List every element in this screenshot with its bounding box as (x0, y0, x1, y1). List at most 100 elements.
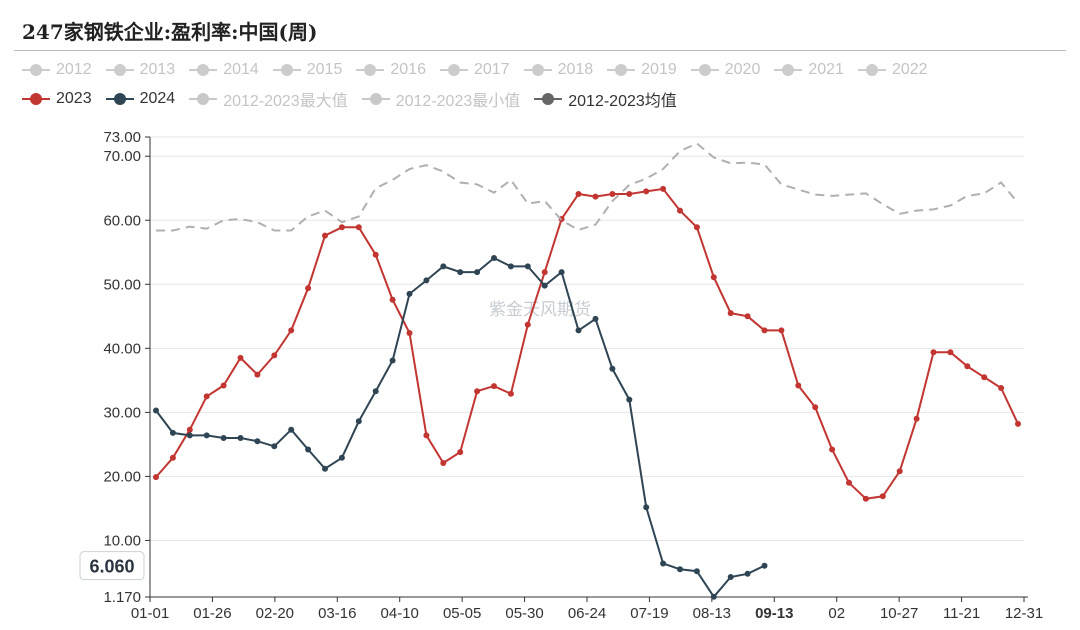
legend-item-2012[interactable]: 2012 (22, 61, 92, 79)
data-point[interactable] (491, 255, 497, 261)
data-point[interactable] (541, 269, 548, 276)
legend-item-2012-2023最大值[interactable]: 2012-2023最大值 (189, 87, 348, 111)
legend-item-2014[interactable]: 2014 (189, 61, 259, 79)
data-point[interactable] (203, 432, 210, 439)
data-point[interactable] (474, 388, 481, 395)
data-point[interactable] (693, 568, 700, 575)
data-point[interactable] (389, 296, 396, 303)
data-point[interactable] (338, 224, 345, 231)
data-point[interactable] (440, 460, 447, 466)
data-point[interactable] (626, 191, 633, 197)
data-point[interactable] (153, 407, 159, 414)
data-point[interactable] (778, 327, 785, 334)
data-point[interactable] (913, 415, 920, 422)
data-point[interactable] (524, 321, 531, 328)
data-point[interactable] (338, 454, 345, 461)
data-point[interactable] (491, 383, 497, 390)
data-point[interactable] (896, 468, 903, 475)
data-point[interactable] (186, 426, 193, 433)
data-point[interactable] (423, 432, 430, 439)
data-point[interactable] (981, 374, 988, 381)
data-point[interactable] (930, 349, 937, 356)
data-point[interactable] (355, 224, 362, 231)
data-point[interactable] (355, 418, 362, 425)
data-point[interactable] (254, 371, 261, 378)
data-point[interactable] (795, 382, 802, 389)
data-point[interactable] (727, 574, 734, 580)
data-point[interactable] (761, 562, 768, 569)
data-point[interactable] (660, 185, 667, 192)
legend-item-2016[interactable]: 2016 (356, 61, 426, 79)
data-point[interactable] (677, 207, 683, 214)
data-point[interactable] (964, 363, 971, 370)
data-point[interactable] (575, 327, 582, 334)
data-point[interactable] (237, 354, 244, 361)
legend-item-2019[interactable]: 2019 (607, 61, 677, 79)
data-point[interactable] (609, 191, 616, 197)
data-point[interactable] (372, 388, 379, 395)
data-point[interactable] (288, 327, 295, 334)
data-point[interactable] (693, 224, 700, 231)
data-point[interactable] (592, 193, 599, 200)
data-point[interactable] (322, 232, 328, 239)
data-point[interactable] (203, 393, 210, 400)
legend-item-2023[interactable]: 2023 (22, 90, 92, 108)
legend-item-2013[interactable]: 2013 (105, 61, 175, 79)
data-point[interactable] (829, 446, 836, 453)
data-point[interactable] (524, 263, 531, 270)
data-point[interactable] (643, 504, 650, 511)
legend-item-2017[interactable]: 2017 (439, 61, 510, 79)
data-point[interactable] (592, 315, 599, 322)
data-point[interactable] (372, 251, 379, 258)
data-point[interactable] (406, 290, 413, 297)
data-point[interactable] (558, 269, 565, 276)
legend-item-2018[interactable]: 2018 (523, 61, 593, 79)
data-point[interactable] (271, 443, 278, 450)
data-point[interactable] (507, 263, 514, 270)
data-point[interactable] (271, 352, 278, 359)
data-point[interactable] (254, 438, 261, 445)
data-point[interactable] (998, 385, 1005, 391)
data-point[interactable] (169, 454, 176, 461)
legend-item-2021[interactable]: 2021 (774, 61, 844, 79)
legend-item-2024[interactable]: 2024 (105, 90, 175, 108)
data-point[interactable] (710, 593, 717, 600)
data-point[interactable] (1015, 420, 1021, 427)
data-point[interactable] (423, 277, 430, 284)
data-point[interactable] (457, 269, 464, 276)
data-point[interactable] (643, 188, 650, 195)
data-point[interactable] (440, 263, 447, 270)
data-point[interactable] (879, 493, 886, 500)
data-point[interactable] (507, 390, 514, 397)
data-point[interactable] (237, 435, 244, 441)
data-point[interactable] (406, 330, 413, 336)
data-point[interactable] (761, 327, 768, 334)
data-point[interactable] (862, 495, 869, 502)
data-point[interactable] (457, 449, 464, 456)
data-point[interactable] (744, 570, 751, 577)
data-point[interactable] (846, 479, 852, 486)
legend-item-2015[interactable]: 2015 (272, 61, 342, 79)
data-point[interactable] (541, 282, 548, 289)
data-point[interactable] (575, 191, 582, 197)
data-point[interactable] (389, 357, 396, 364)
data-point[interactable] (322, 465, 328, 472)
data-point[interactable] (220, 435, 227, 441)
data-point[interactable] (710, 274, 717, 281)
data-point[interactable] (305, 285, 312, 292)
data-point[interactable] (305, 446, 312, 453)
data-point[interactable] (220, 382, 227, 389)
data-point[interactable] (474, 269, 481, 276)
legend-item-2012-2023均值[interactable]: 2012-2023均值 (534, 87, 677, 111)
data-point[interactable] (812, 404, 819, 411)
data-point[interactable] (947, 349, 954, 356)
data-point[interactable] (626, 396, 633, 403)
data-point[interactable] (186, 432, 193, 439)
legend-item-2012-2023最小值[interactable]: 2012-2023最小值 (361, 87, 520, 111)
data-point[interactable] (169, 429, 176, 436)
legend-item-2020[interactable]: 2020 (690, 61, 760, 79)
legend-item-2022[interactable]: 2022 (857, 61, 928, 79)
data-point[interactable] (677, 566, 683, 573)
data-point[interactable] (609, 365, 616, 372)
data-point[interactable] (744, 313, 751, 320)
